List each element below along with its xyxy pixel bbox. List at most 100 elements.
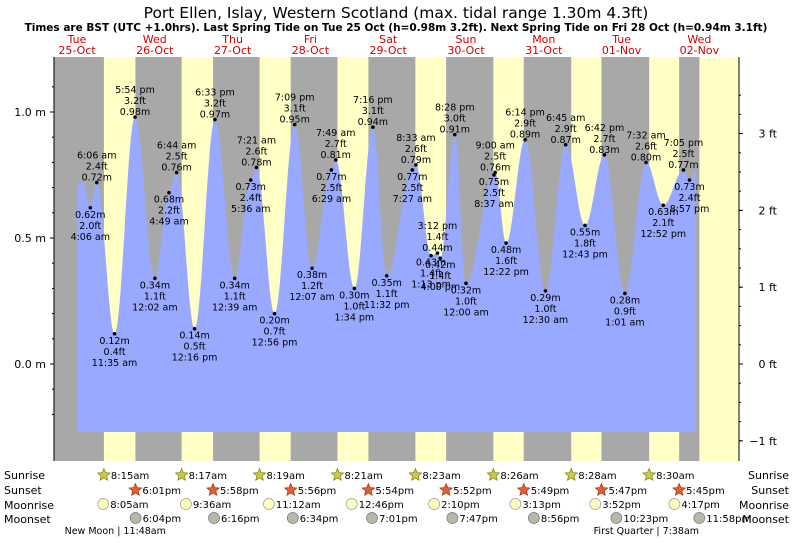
moonset-time: 7:01pm bbox=[379, 514, 418, 525]
extreme-text: 1:34 pm bbox=[335, 312, 375, 323]
extreme-text: 0.75m bbox=[479, 177, 509, 188]
moonset-time: 6:34pm bbox=[300, 514, 339, 525]
extreme-text: 0.76m bbox=[161, 162, 191, 173]
extreme-text: 2.4ft bbox=[679, 193, 701, 204]
moonrise-time: 8:05am bbox=[110, 500, 148, 511]
moon-phase-label: New Moon | 11:48am bbox=[65, 526, 166, 537]
extreme-point bbox=[310, 266, 314, 271]
extreme-point bbox=[254, 165, 259, 170]
day-date: 29-Oct bbox=[370, 44, 408, 57]
y-tick-label-m: 0.5 m bbox=[14, 232, 46, 245]
day-date: 27-Oct bbox=[214, 44, 252, 57]
moonrise-time: 3:13pm bbox=[522, 500, 561, 511]
sunset-icon bbox=[128, 482, 143, 497]
extreme-text: 12:39 am bbox=[212, 302, 257, 313]
sunset-time: 5:58pm bbox=[220, 486, 259, 497]
extreme-point bbox=[583, 223, 587, 228]
row-label-right: Sunset bbox=[751, 484, 789, 497]
moonrise-icon bbox=[180, 498, 192, 510]
extreme-text: 0.44m bbox=[422, 243, 452, 254]
moonrise-icon bbox=[668, 498, 681, 510]
moonset-icon bbox=[208, 512, 220, 524]
extreme-point bbox=[452, 132, 457, 137]
extreme-text: 7:27 am bbox=[393, 194, 432, 205]
row-label-left: Moonrise bbox=[4, 499, 54, 512]
day-date: 25-Oct bbox=[58, 44, 96, 57]
moonset-icon bbox=[610, 512, 623, 524]
sunset-icon bbox=[439, 482, 454, 497]
moonrise-icon bbox=[589, 498, 602, 510]
moonset-icon bbox=[286, 512, 299, 524]
extreme-point bbox=[167, 190, 171, 195]
extreme-text: 7:49 am bbox=[316, 128, 355, 139]
extreme-text: 0.29m bbox=[530, 293, 560, 304]
moon-phase-label: First Quarter | 7:38am bbox=[594, 526, 699, 537]
sunrise-time: 8:28am bbox=[578, 471, 616, 482]
extreme-point bbox=[329, 168, 334, 172]
extreme-text: 12:52 pm bbox=[640, 229, 686, 240]
day-date: 28-Oct bbox=[292, 44, 330, 57]
extreme-point bbox=[493, 170, 497, 175]
extreme-text: 1.6ft bbox=[495, 256, 517, 267]
extreme-text: 1.4ft bbox=[429, 271, 451, 282]
moonrise-time: 12:46pm bbox=[359, 500, 404, 511]
chart-subtitle: Times are BST (UTC +1.0hrs). Last Spring… bbox=[25, 22, 768, 34]
sunset-icon bbox=[206, 482, 221, 497]
day-name: Sun bbox=[456, 33, 477, 46]
sunrise-time: 8:21am bbox=[344, 471, 382, 482]
y-tick-label-ft: 0 ft bbox=[759, 358, 778, 371]
extreme-point bbox=[213, 117, 217, 122]
extreme-text: 0.20m bbox=[259, 316, 289, 327]
extreme-text: 0.63m bbox=[648, 207, 678, 218]
extreme-text: 0.97m bbox=[200, 110, 230, 121]
sunrise-icon bbox=[642, 467, 657, 482]
moonset-time: 10:23pm bbox=[623, 514, 668, 525]
extreme-point bbox=[272, 311, 277, 316]
extreme-text: 0.87m bbox=[550, 135, 580, 146]
extreme-text: 0.43m bbox=[416, 258, 446, 269]
extreme-point bbox=[504, 241, 508, 245]
extreme-text: 0.48m bbox=[491, 245, 521, 256]
row-label-left: Sunrise bbox=[4, 469, 45, 482]
day-date: 26-Oct bbox=[136, 44, 174, 57]
extreme-text: 0.30m bbox=[339, 290, 369, 301]
extreme-text: 1.1ft bbox=[144, 291, 166, 302]
extreme-point bbox=[248, 178, 253, 182]
moonrise-time: 9:36am bbox=[193, 500, 231, 511]
extreme-text: 1.1ft bbox=[376, 289, 398, 300]
extreme-text: 4:00 pm bbox=[420, 282, 460, 293]
extreme-point bbox=[133, 115, 137, 119]
extreme-text: 2.9ft bbox=[514, 119, 536, 130]
extreme-point bbox=[429, 253, 433, 258]
extreme-text: 0.38m bbox=[297, 270, 327, 281]
axes-group: 0.0 m 0.5 m 1.0 m −1 ft 0 ft 1 ft 2 ft 3 ft bbox=[14, 57, 778, 461]
sunset-time: 5:45pm bbox=[686, 486, 725, 497]
extreme-text: 12:43 pm bbox=[562, 249, 608, 260]
moonrise-icon bbox=[428, 498, 440, 510]
extreme-point bbox=[88, 205, 93, 210]
extreme-text: 0.5ft bbox=[184, 342, 206, 353]
extreme-text: 0.94m bbox=[358, 117, 388, 128]
extreme-point bbox=[414, 163, 418, 167]
day-name: Sat bbox=[379, 33, 398, 46]
moonset-icon bbox=[366, 512, 378, 524]
row-label-right: Moonset bbox=[742, 513, 789, 526]
tide-area bbox=[77, 117, 696, 432]
extreme-text: 12:02 am bbox=[132, 302, 177, 313]
extreme-text: 8:33 am bbox=[396, 133, 435, 144]
y-tick-label-m: 0.0 m bbox=[14, 358, 46, 371]
moonrise-time: 3:52pm bbox=[602, 500, 641, 511]
row-label-left: Sunset bbox=[4, 484, 42, 497]
sunset-icon bbox=[594, 482, 609, 497]
extreme-text: 6:45 am bbox=[546, 113, 585, 124]
moonrise-icon bbox=[509, 498, 522, 510]
extreme-point bbox=[112, 331, 117, 336]
extreme-text: 12:56 pm bbox=[252, 338, 298, 349]
